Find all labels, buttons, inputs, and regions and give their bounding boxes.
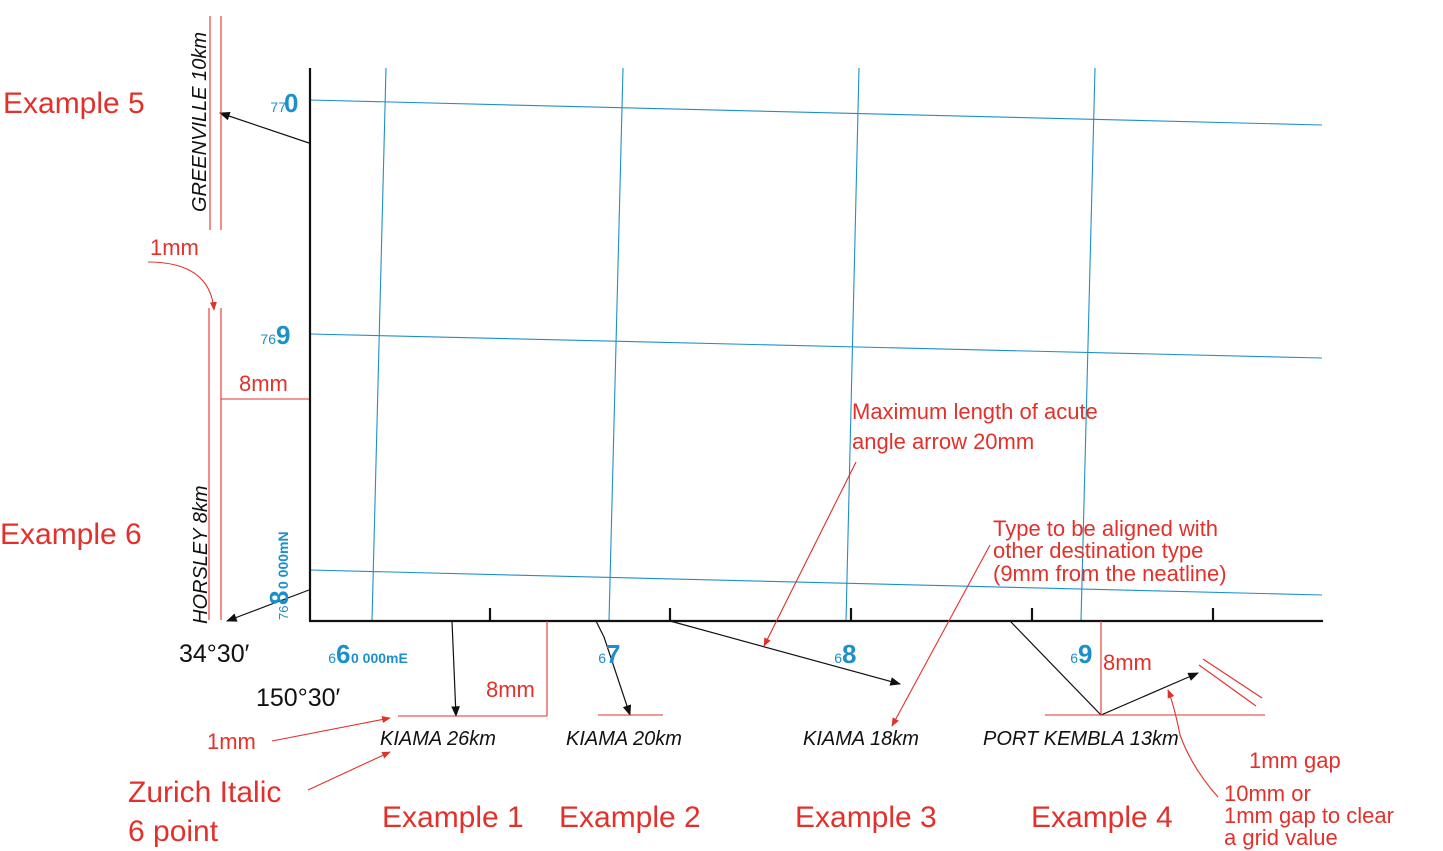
- example-3-label: Example 3: [795, 801, 937, 834]
- grid-label-768-group: 76 8 0 000mN: [264, 531, 294, 620]
- destination-labels: GREENVILLE 10km HORSLEY 8km KIAMA 26km K…: [189, 32, 1179, 750]
- arrow-greenville: [218, 112, 310, 144]
- grid-lines: [309, 67, 1323, 622]
- destination-kiama-26: KIAMA 26km: [380, 728, 496, 750]
- pointer-align: [891, 544, 991, 727]
- destination-kiama-18: KIAMA 18km: [803, 728, 919, 750]
- grid-label-768-suffix: 0 000mN: [275, 531, 291, 589]
- grid-line-northing-768: [309, 569, 1323, 596]
- arrow-example2: [595, 620, 632, 717]
- destination-port-kembla: PORT KEMBLA 13km: [983, 728, 1179, 750]
- grid-label-768-big: 8: [264, 591, 294, 605]
- annotation-align-line2: other destination type: [993, 538, 1203, 563]
- grid-label-68-big: 8: [842, 639, 856, 669]
- grid-line-northing-769: [309, 333, 1323, 359]
- measurement-lines: [147, 16, 1265, 798]
- grid-label-770-small: 77: [270, 99, 286, 115]
- example-6-label: Example 6: [0, 518, 142, 551]
- annotation-8mm-bottom: 8mm: [486, 677, 535, 702]
- annotation-clear-line2: 1mm gap to clear: [1224, 803, 1394, 828]
- annotation-gap: 1mm gap: [1249, 748, 1341, 773]
- grid-labels: 77 0 76 9 76 8 0 000mN 6 6 0 000mE 6 7 6…: [260, 88, 1092, 669]
- annotation-8mm-right: 8mm: [1103, 650, 1152, 675]
- grid-line-northing-770: [309, 99, 1323, 126]
- arrow-horsley: [225, 589, 310, 622]
- annotation-font-line1: Zurich Italic: [128, 776, 281, 809]
- grid-label-769-small: 76: [260, 331, 276, 347]
- annotation-clear-line3: a grid value: [1224, 825, 1338, 850]
- pointer-1mm-top: [147, 261, 217, 311]
- grid-line-easting-66: [371, 67, 387, 622]
- pointer-max-arrow: [763, 461, 857, 647]
- destination-kiama-20: KIAMA 20km: [566, 728, 682, 750]
- arrow-example3: [669, 620, 902, 686]
- grid-label-66-big: 6: [336, 639, 350, 669]
- pointer-1mm-bottom: [271, 716, 391, 742]
- example-5-label: Example 5: [3, 87, 145, 120]
- grid-line-easting-67: [608, 67, 624, 622]
- annotation-align-line3: (9mm from the neatline): [993, 561, 1227, 586]
- annotation-1mm-top: 1mm: [150, 235, 199, 260]
- destination-horsley: HORSLEY 8km: [190, 485, 212, 624]
- annotation-8mm-left: 8mm: [239, 371, 288, 396]
- grid-label-69-small: 6: [1070, 650, 1078, 666]
- grid-label-67-big: 7: [606, 639, 620, 669]
- gap-line-upper: [1202, 658, 1263, 699]
- neatline: [308, 68, 1323, 623]
- grid-label-769-big: 9: [276, 320, 290, 350]
- annotation-font-line2: 6 point: [128, 815, 219, 848]
- grid-label-66-small: 6: [328, 650, 336, 666]
- grid-label-66-suffix: 0 000mE: [351, 650, 408, 666]
- grid-line-easting-69: [1080, 67, 1096, 622]
- longitude-label: 150°30′: [256, 684, 341, 712]
- grid-label-68-small: 6: [834, 650, 842, 666]
- example-headings: Example 5 Example 6 Example 1 Example 2 …: [0, 87, 1173, 834]
- grid-label-67-small: 6: [598, 650, 606, 666]
- pointer-clear: [1167, 689, 1219, 798]
- annotation-1mm-bottom: 1mm: [207, 729, 256, 754]
- example-4-label: Example 4: [1031, 801, 1173, 834]
- example-1-label: Example 1: [382, 801, 524, 834]
- annotation-clear-line1: 10mm or: [1224, 781, 1311, 806]
- grid-label-768-small: 76: [276, 606, 291, 620]
- arrow-example1: [451, 620, 460, 718]
- pointer-font: [307, 751, 391, 791]
- grid-label-770-big: 0: [284, 88, 298, 118]
- annotation-max-arrow-line1: Maximum length of acute: [852, 399, 1098, 424]
- annotation-max-arrow-line2: angle arrow 20mm: [852, 429, 1034, 454]
- gap-line-lower: [1198, 664, 1257, 707]
- destination-greenville: GREENVILLE 10km: [189, 32, 211, 212]
- grid-line-easting-68: [845, 67, 860, 622]
- example-2-label: Example 2: [559, 801, 701, 834]
- annotation-align-line1: Type to be aligned with: [993, 516, 1218, 541]
- grid-label-69-big: 9: [1078, 639, 1092, 669]
- latitude-label: 34°30′: [179, 640, 250, 668]
- annotations: 1mm 8mm 8mm 8mm 1mm Zurich Italic 6 poin…: [128, 235, 1394, 850]
